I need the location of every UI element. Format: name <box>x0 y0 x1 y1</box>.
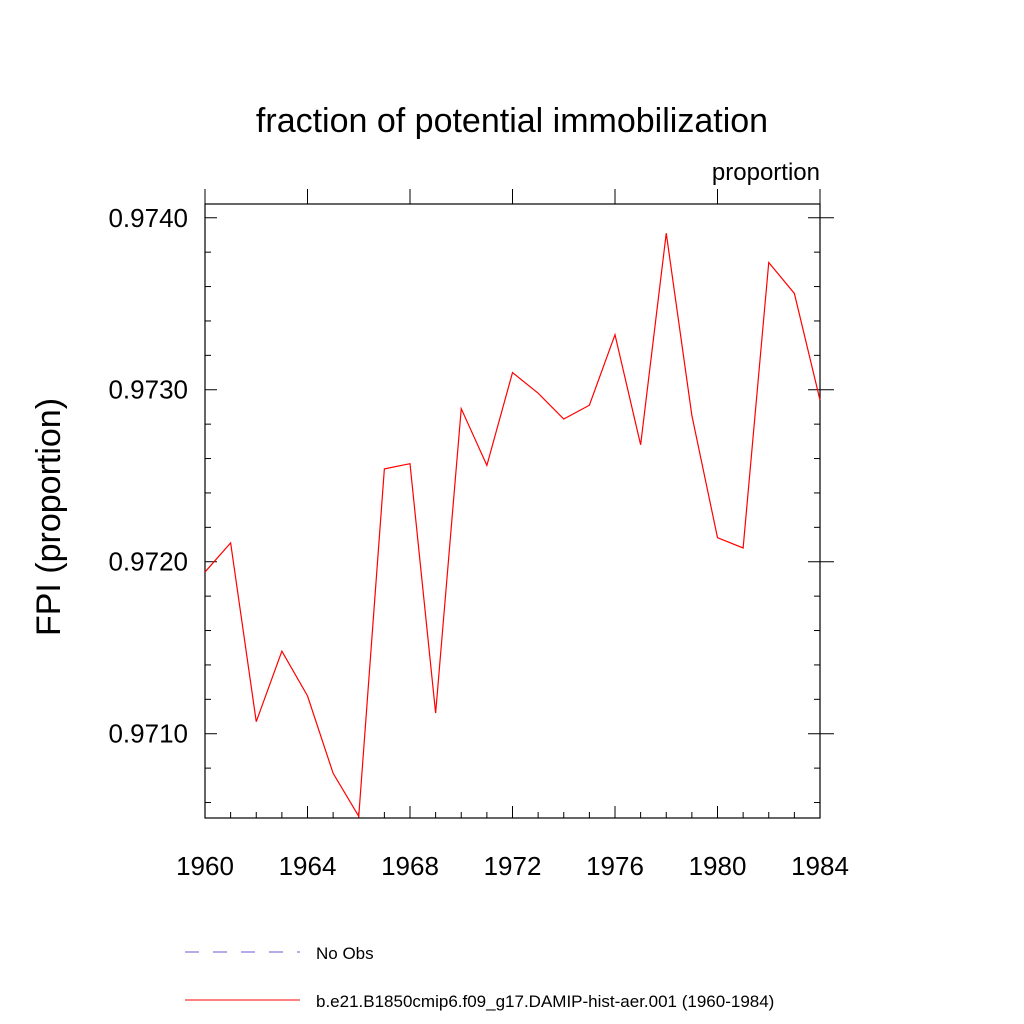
legend: No Obs b.e21.B1850cmip6.f09_g17.DAMIP-his… <box>185 944 774 1011</box>
y-tick-label: 0.9710 <box>108 719 188 749</box>
y-tick-label: 0.9740 <box>108 203 188 233</box>
y-axis-tick-labels: 0.9710 0.9720 0.9730 0.9740 <box>108 203 188 749</box>
series-line-1 <box>204 233 821 819</box>
y-tick-label: 0.9720 <box>108 547 188 577</box>
chart-subtitle: proportion <box>712 159 820 186</box>
x-axis-tick-labels: 1960 1964 1968 1972 1976 1980 1984 <box>176 851 849 881</box>
legend-label: b.e21.B1850cmip6.f09_g17.DAMIP-hist-aer.… <box>316 992 774 1011</box>
x-axis-ticks <box>204 189 821 818</box>
x-tick-label: 1976 <box>586 851 644 881</box>
chart-title: fraction of potential immobilization <box>256 102 768 140</box>
x-tick-label: 1972 <box>484 851 542 881</box>
x-tick-label: 1984 <box>791 851 849 881</box>
y-axis-ticks <box>204 189 834 804</box>
y-axis-label: FPI (proportion) <box>30 398 68 636</box>
series-layer <box>204 233 821 819</box>
x-tick-label: 1964 <box>279 851 337 881</box>
y-tick-label: 0.9730 <box>108 375 188 405</box>
legend-label: No Obs <box>316 944 374 963</box>
x-tick-label: 1968 <box>381 851 439 881</box>
x-tick-label: 1960 <box>176 851 234 881</box>
plot-frame <box>204 203 821 819</box>
x-tick-label: 1980 <box>689 851 747 881</box>
